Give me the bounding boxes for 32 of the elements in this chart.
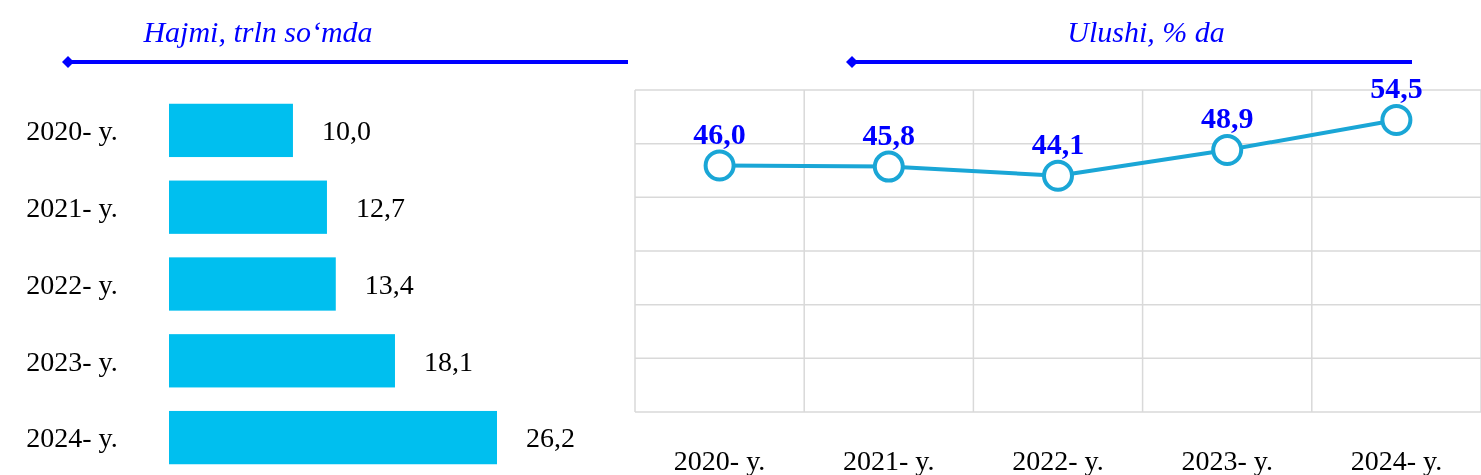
bar	[167, 178, 329, 236]
y-tick-label: 2022- y.	[26, 268, 118, 300]
bar	[167, 332, 397, 390]
data-label: 44,1	[1031, 126, 1085, 160]
x-tick-label: 2023- y.	[1181, 444, 1273, 475]
y-tick-label: 2024- y.	[26, 422, 118, 454]
data-label: 46,0	[693, 116, 746, 150]
bar	[167, 408, 499, 467]
bar	[167, 255, 338, 313]
data-label: 45,8	[862, 117, 916, 151]
data-label: 13,4	[364, 268, 414, 300]
x-tick-label: 2022- y.	[1012, 444, 1104, 475]
chart-title: Ulushi, % da	[1067, 15, 1225, 48]
data-label: 12,7	[355, 192, 405, 223]
y-tick-label: 2021- y.	[26, 192, 118, 223]
point	[1211, 134, 1244, 166]
data-label: 18,1	[423, 345, 473, 377]
x-tick-label: 2024- y.	[1350, 444, 1443, 475]
point	[1380, 104, 1413, 136]
x-tick-label: 2020- y.	[673, 444, 766, 475]
point	[872, 150, 905, 183]
data-label: 54,5	[1370, 71, 1423, 104]
bar	[167, 101, 295, 160]
chart-title: Hajmi, trln so‘mda	[142, 15, 373, 48]
y-tick-label: 2023- y.	[26, 345, 118, 377]
data-label: 26,2	[526, 422, 575, 454]
x-tick-label: 2021- y.	[843, 444, 935, 475]
point	[703, 149, 736, 182]
data-label: 48,9	[1200, 101, 1254, 134]
data-label: 10,0	[321, 115, 371, 147]
point	[1042, 159, 1074, 192]
y-tick-label: 2020- y.	[26, 115, 118, 147]
